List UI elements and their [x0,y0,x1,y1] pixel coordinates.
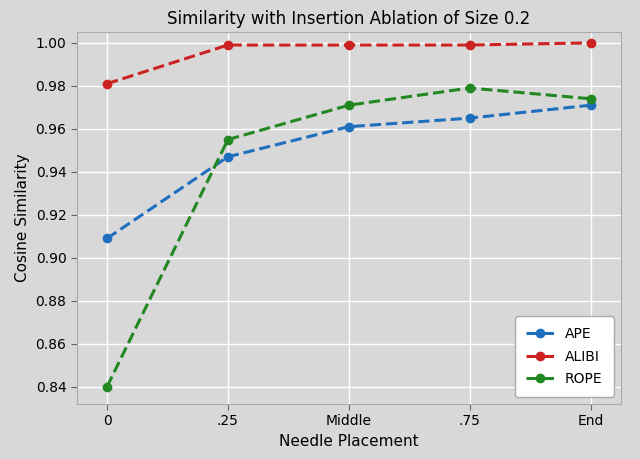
APE [345,124,353,129]
ALIBI [224,42,232,48]
Y-axis label: Cosine Similarity: Cosine Similarity [15,154,30,282]
APE [103,235,111,241]
ROPE [103,384,111,390]
ROPE [587,96,595,101]
APE [587,102,595,108]
Line: ALIBI: ALIBI [103,39,595,88]
ALIBI [345,42,353,48]
X-axis label: Needle Placement: Needle Placement [279,434,419,449]
ROPE [466,85,474,91]
APE [224,154,232,160]
Title: Similarity with Insertion Ablation of Size 0.2: Similarity with Insertion Ablation of Si… [167,10,531,28]
Line: ROPE: ROPE [103,84,595,391]
Legend: APE, ALIBI, ROPE: APE, ALIBI, ROPE [515,316,614,397]
ALIBI [466,42,474,48]
ALIBI [103,81,111,86]
ALIBI [587,40,595,45]
ROPE [345,102,353,108]
ROPE [224,137,232,142]
Line: APE: APE [103,101,595,243]
APE [466,115,474,121]
